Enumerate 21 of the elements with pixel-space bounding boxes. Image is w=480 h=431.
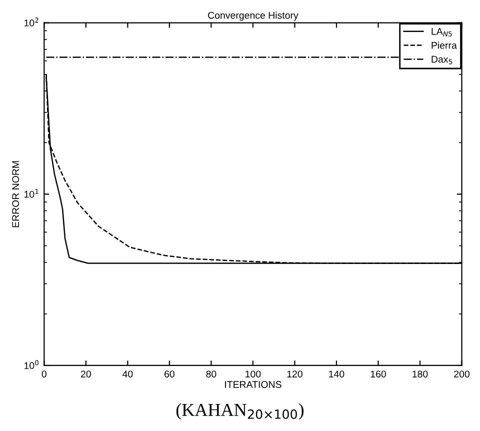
- x-tick-label: 0: [42, 370, 46, 378]
- chart-title: Convergence History: [208, 12, 298, 21]
- x-axis-title: ITERATIONS: [225, 381, 282, 388]
- y-axis-title: ERROR NORM: [12, 161, 20, 228]
- x-tick-label: 180: [412, 370, 428, 378]
- text: (KAHAN$_{20×100}$): [176, 403, 304, 420]
- legend-label: LA$_{N5}$: [432, 28, 452, 36]
- y-tick-label: 10$^{1}$: [24, 188, 38, 198]
- legend-label: Pierra: [432, 42, 457, 49]
- x-tick-label: 100: [246, 370, 261, 378]
- y-tick-label: 10$^{2}$: [24, 18, 38, 26]
- legend-label: Dax$_{5}$: [432, 56, 452, 64]
- x-tick-label: 140: [329, 370, 344, 378]
- x-tick-label: 40: [122, 370, 133, 378]
- x-tick-label: 160: [370, 370, 386, 378]
- x-tick-label: 20: [81, 370, 91, 378]
- x-tick-label: 80: [206, 370, 216, 378]
- x-tick-label: 200: [454, 370, 470, 378]
- y-tick-label: 10$^{0}$: [24, 360, 39, 370]
- x-tick-label: 120: [287, 370, 302, 378]
- x-tick-label: 60: [164, 370, 174, 378]
